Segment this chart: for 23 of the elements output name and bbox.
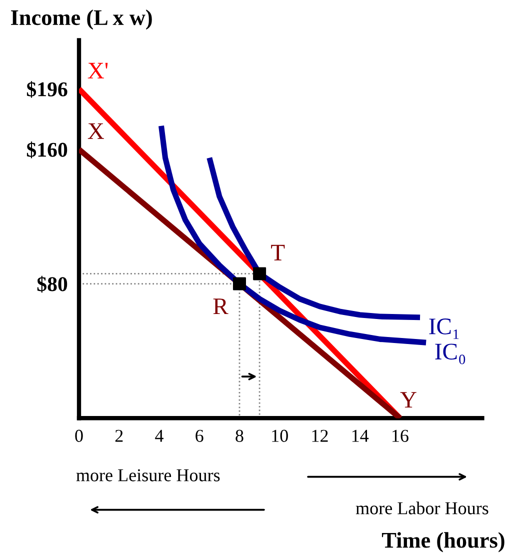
x-tick-label: 14 <box>352 430 369 442</box>
series-label: IC₀ <box>435 344 466 364</box>
x-tick-label: 0 <box>75 430 83 442</box>
annotation: R <box>213 298 228 314</box>
x-tick-label: 16 <box>392 430 408 442</box>
y-tick-label: $196 <box>26 81 68 98</box>
series-label: IC₁ <box>429 318 459 339</box>
y-tick-label: $160 <box>26 142 68 158</box>
y-tick-label: $80 <box>37 276 68 293</box>
text: more Labor Hours <box>356 502 488 514</box>
annotation: Y <box>400 392 416 408</box>
x-tick-label: 8 <box>236 430 244 442</box>
text: more Leisure Hours <box>76 469 220 482</box>
series-label: X <box>88 123 104 139</box>
x-tick-label: 6 <box>196 430 204 442</box>
x-tick-label: 2 <box>115 430 123 442</box>
annotation: T <box>271 244 285 260</box>
y-axis-title: Income (L x w) <box>11 9 152 30</box>
x-tick-label: 12 <box>312 430 328 442</box>
x-tick-label: 10 <box>272 430 288 442</box>
x-axis-title: Time (hours) <box>382 532 504 552</box>
x-tick-label: 4 <box>155 430 164 442</box>
series-label: X' <box>88 62 108 78</box>
